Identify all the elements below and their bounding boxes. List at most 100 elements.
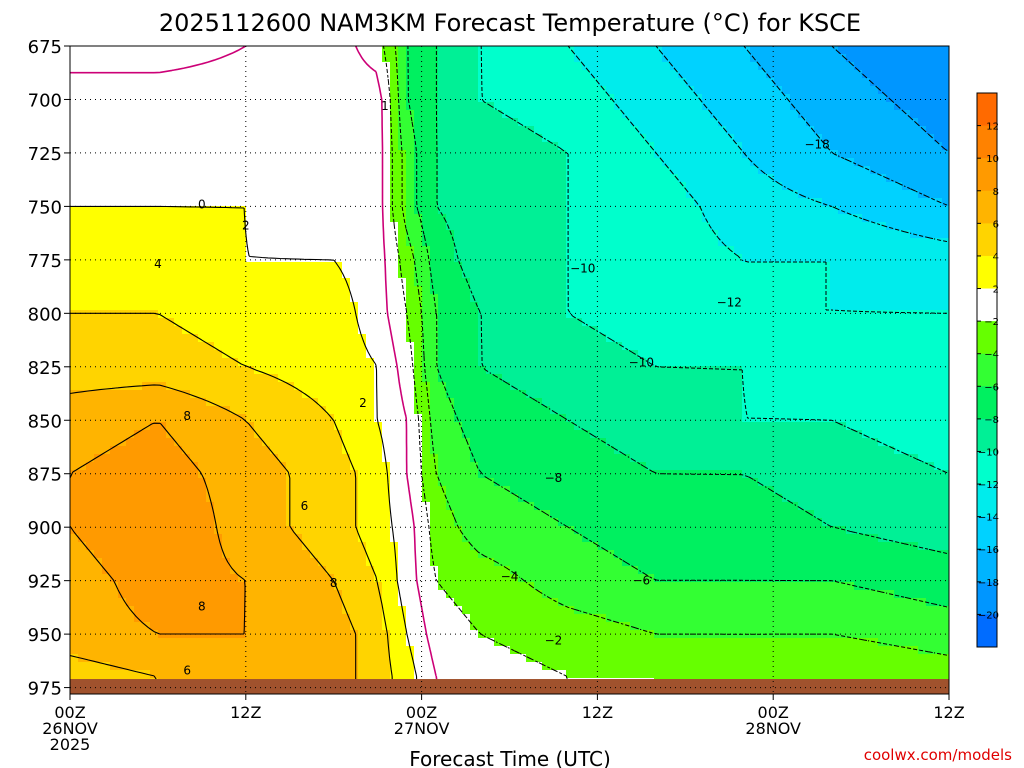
- field-cell: [910, 62, 919, 71]
- field-cell: [614, 166, 623, 175]
- field-cell: [686, 270, 695, 279]
- field-cell: [270, 118, 279, 127]
- field-cell: [302, 222, 311, 231]
- field-cell: [294, 158, 303, 167]
- field-cell: [734, 246, 743, 255]
- field-cell: [846, 110, 855, 119]
- field-cell: [774, 62, 783, 71]
- field-cell: [918, 246, 927, 255]
- field-cell: [358, 254, 367, 263]
- field-cell: [734, 214, 743, 223]
- field-cell: [134, 62, 143, 71]
- field-cell: [262, 398, 271, 407]
- field-cell: [374, 94, 383, 103]
- field-cell: [302, 70, 311, 79]
- field-cell: [310, 118, 319, 127]
- field-cell: [534, 366, 543, 375]
- field-cell: [558, 270, 567, 279]
- field-cell: [222, 206, 231, 215]
- field-cell: [230, 166, 239, 175]
- field-cell: [678, 246, 687, 255]
- field-cell: [806, 86, 815, 95]
- field-cell: [614, 398, 623, 407]
- field-cell: [438, 294, 447, 303]
- field-cell: [614, 382, 623, 391]
- field-cell: [942, 278, 949, 287]
- field-cell: [934, 214, 943, 223]
- field-cell: [566, 350, 575, 359]
- field-cell: [830, 238, 839, 247]
- field-cell: [926, 54, 935, 63]
- field-cell: [398, 246, 407, 255]
- field-cell: [238, 230, 247, 239]
- field-cell: [590, 286, 599, 295]
- field-cell: [862, 222, 871, 231]
- field-cell: [158, 262, 167, 271]
- field-cell: [662, 174, 671, 183]
- field-cell: [830, 70, 839, 79]
- field-cell: [622, 262, 631, 271]
- field-cell: [454, 222, 463, 231]
- field-cell: [126, 222, 135, 231]
- field-cell: [198, 294, 207, 303]
- field-cell: [726, 150, 735, 159]
- field-cell: [478, 222, 487, 231]
- field-cell: [694, 206, 703, 215]
- field-cell: [638, 270, 647, 279]
- field-cell: [102, 214, 111, 223]
- field-cell: [582, 358, 591, 367]
- field-cell: [270, 262, 279, 271]
- field-cell: [286, 406, 295, 415]
- field-cell: [270, 86, 279, 95]
- field-cell: [350, 286, 359, 295]
- field-cell: [854, 390, 863, 399]
- field-cell: [470, 150, 479, 159]
- field-cell: [886, 318, 895, 327]
- field-cell: [390, 358, 399, 367]
- field-cell: [254, 102, 263, 111]
- field-cell: [678, 182, 687, 191]
- field-cell: [374, 150, 383, 159]
- field-cell: [942, 174, 949, 183]
- field-cell: [486, 166, 495, 175]
- field-cell: [862, 214, 871, 223]
- field-cell: [678, 326, 687, 335]
- field-cell: [398, 142, 407, 151]
- field-cell: [606, 86, 615, 95]
- field-cell: [806, 126, 815, 135]
- field-cell: [142, 150, 151, 159]
- field-cell: [750, 382, 759, 391]
- field-cell: [622, 206, 631, 215]
- field-cell: [830, 390, 839, 399]
- field-cell: [262, 206, 271, 215]
- field-cell: [174, 294, 183, 303]
- field-cell: [854, 190, 863, 199]
- field-cell: [606, 134, 615, 143]
- field-cell: [502, 230, 511, 239]
- field-cell: [902, 238, 911, 247]
- field-cell: [934, 310, 943, 319]
- field-cell: [102, 358, 111, 367]
- field-cell: [862, 342, 871, 351]
- field-cell: [334, 118, 343, 127]
- field-cell: [886, 150, 895, 159]
- field-cell: [438, 102, 447, 111]
- field-cell: [422, 270, 431, 279]
- field-cell: [222, 214, 231, 223]
- field-cell: [910, 390, 919, 399]
- field-cell: [734, 350, 743, 359]
- field-cell: [870, 222, 879, 231]
- field-cell: [790, 198, 799, 207]
- field-cell: [254, 190, 263, 199]
- field-cell: [670, 222, 679, 231]
- field-cell: [286, 294, 295, 303]
- field-cell: [422, 86, 431, 95]
- field-cell: [182, 190, 191, 199]
- field-cell: [582, 334, 591, 343]
- field-cell: [582, 374, 591, 383]
- field-cell: [670, 142, 679, 151]
- field-cell: [94, 278, 103, 287]
- field-cell: [326, 126, 335, 135]
- field-cell: [894, 254, 903, 263]
- field-cell: [878, 270, 887, 279]
